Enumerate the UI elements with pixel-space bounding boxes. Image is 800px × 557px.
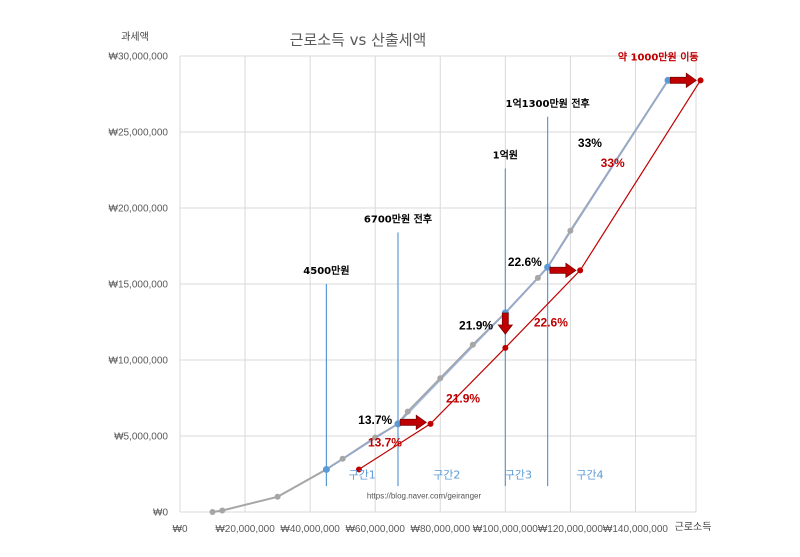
rate-label-before: 21.9% [459,319,493,333]
shift-note: 약 1000만원 이동 [618,51,699,64]
highlight-point [322,465,330,473]
x-tick-label: ₩60,000,000 [345,524,405,535]
shift-arrow [549,262,577,279]
shift-arrows [399,72,697,431]
rate-label-before: 33% [578,136,602,150]
data-points [209,76,704,515]
rate-label-after: 13.7% [368,436,402,450]
data-point [209,509,216,515]
data-point [577,267,584,274]
shift-arrow [399,414,427,431]
data-point [372,434,379,441]
x-tick-label: ₩120,000,000 [538,524,603,535]
highlight-point [544,263,552,271]
data-point [567,227,574,234]
y-tick-label: ₩15,000,000 [109,280,169,291]
x-tick-label: ₩0 [173,524,188,535]
data-point [534,274,541,281]
x-tick-label: ₩80,000,000 [411,524,471,535]
threshold-label: 6700만원 전후 [364,212,432,225]
data-point [437,375,444,382]
highlight-point [664,76,672,84]
threshold-lines: 4500만원 6700만원 전후 1억원 1억1300만원 전후 [303,97,590,487]
data-point [427,420,434,427]
zone-label: 구간2 [433,469,460,482]
y-tick-label: ₩30,000,000 [109,52,169,63]
y-tick-label: ₩5,000,000 [114,432,168,443]
threshold-label: 1억1300만원 전후 [505,97,589,110]
highlight-point [394,420,402,428]
grid-lines [179,55,697,513]
data-point [355,466,362,473]
y-tick-label: ₩10,000,000 [109,356,169,367]
rate-label-after: 22.6% [534,316,568,330]
x-tick-label: ₩20,000,000 [215,524,275,535]
x-tick-label: ₩100,000,000 [473,524,538,535]
highlight-line [325,79,669,471]
x-tick-label: ₩140,000,000 [603,524,668,535]
y-tick-label: ₩20,000,000 [109,204,169,215]
y-axis-title: 과세액 [121,31,149,43]
rate-label-before: 22.6% [508,255,542,269]
data-point [219,507,226,514]
source-url: https://blog.naver.com/geiranger [367,491,482,500]
zone-label: 구간1 [349,469,376,482]
threshold-label: 4500만원 [303,264,349,277]
data-point [339,455,346,462]
data-point [502,344,509,351]
threshold-label: 1억원 [493,148,518,161]
zone-label: 구간3 [505,469,532,482]
series-lines [212,79,702,513]
rate-label-after: 33% [601,156,625,170]
x-tick-label: ₩40,000,000 [280,524,340,535]
data-point [404,408,411,415]
shift-arrow [497,312,514,335]
shift-arrow [669,72,697,89]
x-axis-title: 근로소득 [675,521,712,533]
data-point [697,77,704,84]
annotations: 13.7% 21.9% 22.6% 33% 13.7% 21.9% 22.6% 33% 구간1 구… [349,51,699,501]
chart-title: 근로소득 vs 산출세액 [290,31,427,49]
y-tick-label: ₩25,000,000 [109,128,169,139]
rate-label-after: 21.9% [446,392,480,406]
data-point [469,341,476,348]
y-tick-label: ₩0 [153,508,168,519]
x-axis-ticks: ₩0 ₩20,000,000 ₩40,000,000 ₩60,000,000 ₩80,0… [173,524,669,535]
zone-label: 구간4 [576,469,603,482]
data-point [274,493,281,500]
y-axis-ticks: ₩0 ₩5,000,000 ₩10,000,000 ₩15,000,000 ₩20,00… [109,52,169,519]
rate-label-before: 13.7% [358,413,392,427]
